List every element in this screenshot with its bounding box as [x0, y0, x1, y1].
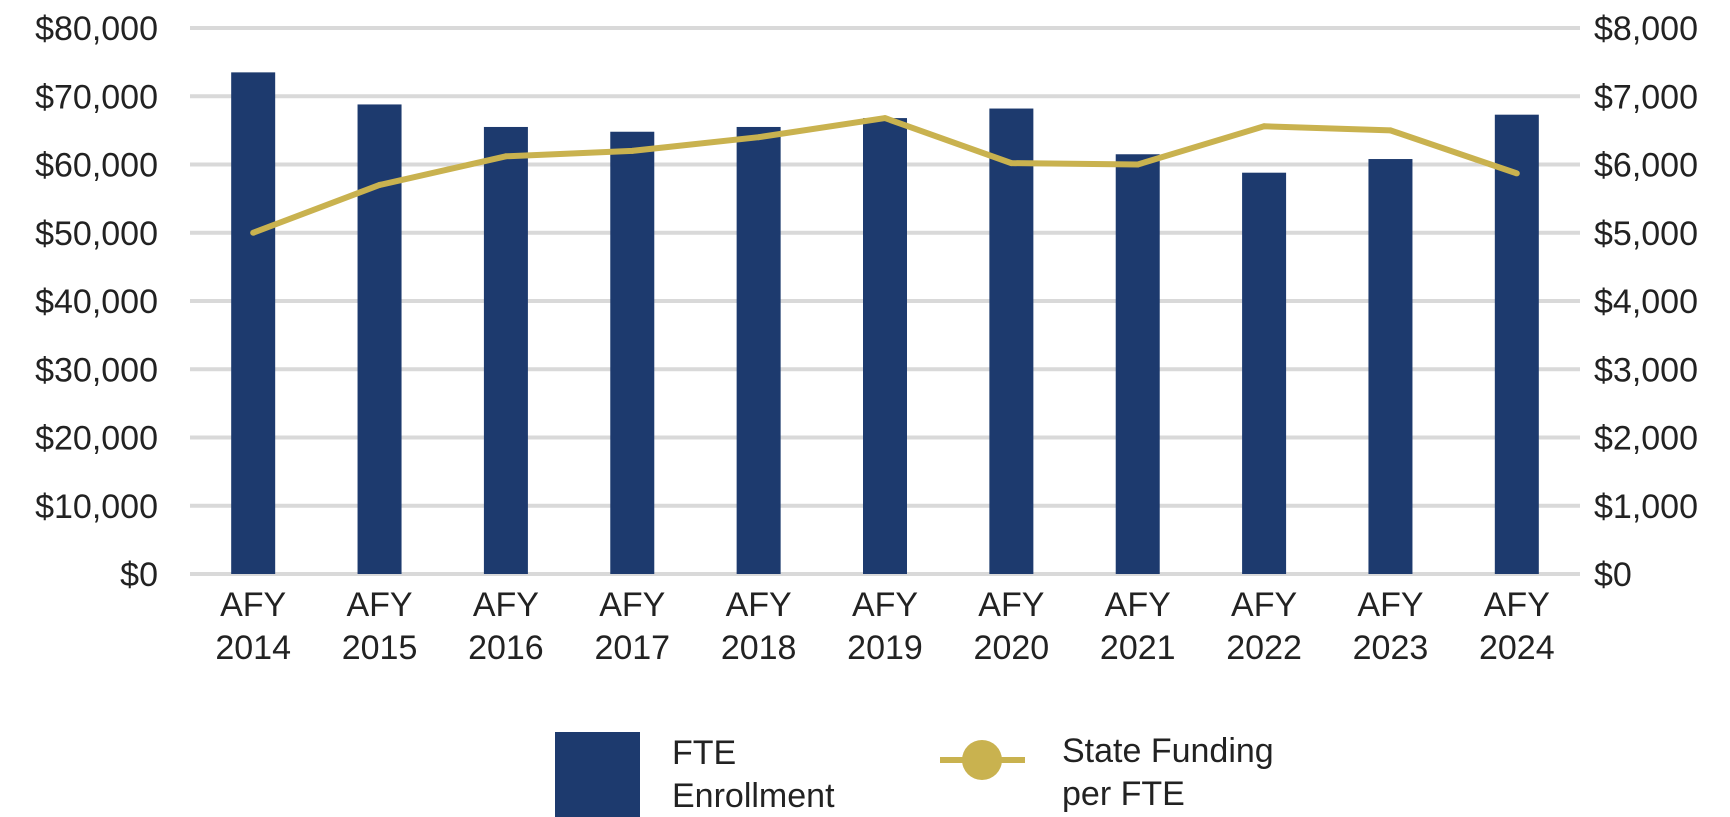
left-tick-label: $50,000 [35, 215, 158, 253]
category-label-line1: AFY [473, 586, 539, 624]
right-tick-label: $8,000 [1594, 10, 1698, 48]
bar-fte-2015 [357, 104, 402, 574]
category-label-line1: AFY [726, 586, 792, 624]
right-tick-label: $7,000 [1594, 78, 1698, 116]
legend: FTE Enrollment State Funding per FTE [555, 732, 1274, 817]
right-tick-label: $6,000 [1594, 147, 1698, 185]
right-tick-label: $0 [1594, 556, 1632, 594]
left-axis-ticks: $0 $10,000 $20,000 $30,000 $40,000 $50,000 $60… [35, 10, 158, 594]
bar-fte-2020 [989, 108, 1034, 574]
legend-label-funding-line2: per FTE [1062, 775, 1185, 813]
left-tick-label: $40,000 [35, 283, 158, 321]
right-tick-label: $3,000 [1594, 351, 1698, 389]
bar-fte-2022 [1242, 172, 1287, 574]
legend-label-fte-line2: Enrollment [672, 777, 835, 815]
category-label-line2: 2020 [974, 629, 1050, 667]
line-point-2021 [1134, 161, 1141, 168]
category-label-line2: 2023 [1353, 629, 1429, 667]
left-tick-label: $30,000 [35, 351, 158, 389]
right-tick-label: $4,000 [1594, 283, 1698, 321]
category-label-line1: AFY [978, 586, 1044, 624]
left-tick-label: $0 [120, 556, 158, 594]
line-series-state-funding [250, 115, 1520, 236]
bar-fte-2016 [483, 126, 528, 575]
line-point-2019 [882, 115, 888, 122]
right-tick-label: $1,000 [1594, 488, 1698, 526]
category-label-line1: AFY [220, 586, 286, 624]
left-tick-label: $20,000 [35, 420, 158, 458]
bar-fte-2023 [1368, 159, 1413, 575]
left-tick-label: $70,000 [35, 78, 158, 116]
bar-fte-2021 [1115, 154, 1160, 574]
legend-marker-state-funding [962, 740, 1002, 780]
bar-series-fte-enrollment [231, 72, 1539, 575]
left-tick-label: $60,000 [35, 147, 158, 185]
line-point-2020 [1008, 160, 1015, 167]
category-label-line2: 2014 [215, 629, 291, 667]
category-label-line1: AFY [346, 586, 412, 624]
bar-fte-2014 [231, 72, 276, 575]
right-tick-label: $2,000 [1594, 420, 1698, 458]
category-label-line1: AFY [1357, 586, 1423, 624]
legend-label-funding-line1: State Funding [1062, 732, 1274, 770]
category-label-line2: 2021 [1100, 629, 1176, 667]
x-axis-category-labels: AFY 2014 AFY 2015 AFY 2016 AFY 2017 AFY 2018 AFY 20… [215, 586, 1554, 667]
line-point-2018 [755, 134, 762, 141]
category-label-line1: AFY [852, 586, 918, 624]
category-label-line2: 2022 [1226, 629, 1302, 667]
category-label-line2: 2016 [468, 629, 544, 667]
bar-fte-2017 [610, 131, 655, 575]
line-point-2017 [629, 147, 636, 154]
bar-fte-2018 [736, 126, 781, 575]
right-axis-ticks: $0 $1,000 $2,000 $3,000 $4,000 $5,000 $6,000 $7… [1594, 10, 1698, 594]
category-label-line2: 2018 [721, 629, 797, 667]
line-point-2024 [1513, 170, 1520, 177]
legend-label-fte-line1: FTE [672, 734, 736, 772]
line-point-2022 [1261, 123, 1268, 130]
left-tick-label: $10,000 [35, 488, 158, 526]
line-point-2015 [376, 181, 383, 188]
category-label-line1: AFY [1105, 586, 1171, 624]
category-label-line2: 2019 [847, 629, 923, 667]
category-label-line2: 2015 [342, 629, 418, 667]
legend-swatch-fte-enrollment [555, 732, 640, 817]
line-point-2016 [502, 153, 509, 160]
bar-fte-2024 [1494, 114, 1539, 575]
line-point-2014 [250, 229, 257, 236]
right-tick-label: $5,000 [1594, 215, 1698, 253]
category-label-line1: AFY [1484, 586, 1550, 624]
category-label-line1: AFY [599, 586, 665, 624]
category-label-line2: 2017 [594, 629, 670, 667]
category-label-line1: AFY [1231, 586, 1297, 624]
line-point-2023 [1387, 127, 1394, 134]
bar-fte-2019 [863, 118, 907, 574]
left-tick-label: $80,000 [35, 10, 158, 48]
category-label-line2: 2024 [1479, 629, 1555, 667]
